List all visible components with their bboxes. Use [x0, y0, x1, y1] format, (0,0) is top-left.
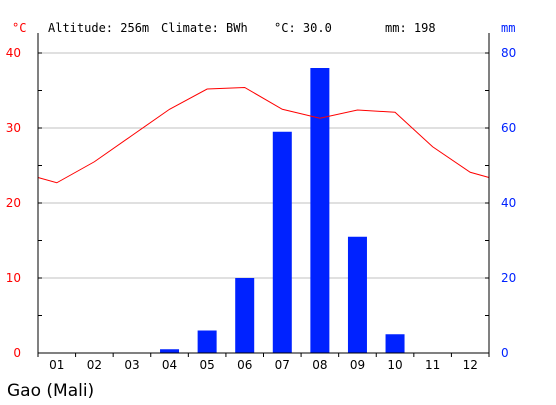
axes: 0 10 20 30 40 0 20 40 60 80 01 02 03 04 05 06 07 08 09 10 11…	[6, 33, 516, 372]
x-tick-label: 01	[49, 358, 64, 372]
left-tick-label: 10	[6, 271, 21, 285]
x-tick-label: 12	[463, 358, 478, 372]
x-tick-label: 03	[124, 358, 139, 372]
temperature-line	[37, 86, 490, 184]
left-tick-label: 0	[13, 346, 21, 360]
altitude-label: Altitude: 256m	[48, 21, 149, 35]
x-tick-label: 10	[387, 358, 402, 372]
x-tick-label: 11	[425, 358, 440, 372]
left-tick-label: 20	[6, 196, 21, 210]
left-tick-label: 40	[6, 46, 21, 60]
right-tick-label: 60	[501, 121, 516, 135]
precipitation-bar-10	[385, 334, 405, 353]
x-tick-label: 08	[312, 358, 327, 372]
annual-precipitation-label: mm: 198	[385, 21, 436, 35]
x-tick-label: 07	[275, 358, 290, 372]
annual-temperature-label: °C: 30.0	[274, 21, 332, 35]
right-tick-label: 80	[501, 46, 516, 60]
climate-label: Climate: BWh	[161, 21, 248, 35]
left-tick-label: 30	[6, 121, 21, 135]
precipitation-bar-07	[272, 131, 292, 353]
precipitation-bar-06	[235, 278, 255, 353]
precipitation-axis-unit: mm	[501, 21, 515, 35]
precipitation-bar-04	[160, 349, 180, 353]
grid-layer	[38, 52, 489, 279]
x-tick-label: 09	[350, 358, 365, 372]
x-tick-label: 05	[199, 358, 214, 372]
precipitation-bars	[160, 68, 405, 353]
right-tick-label: 40	[501, 196, 516, 210]
precipitation-bar-08	[310, 68, 330, 353]
temperature-axis-unit: °C	[12, 21, 26, 35]
temperature-series-line	[37, 86, 490, 184]
precipitation-bar-05	[197, 330, 217, 353]
right-tick-label: 20	[501, 271, 516, 285]
precipitation-bar-09	[347, 236, 367, 353]
x-tick-label: 02	[87, 358, 102, 372]
right-tick-label: 0	[501, 346, 509, 360]
x-tick-label: 04	[162, 358, 177, 372]
station-caption: Gao (Mali)	[7, 381, 94, 401]
x-tick-label: 06	[237, 358, 252, 372]
